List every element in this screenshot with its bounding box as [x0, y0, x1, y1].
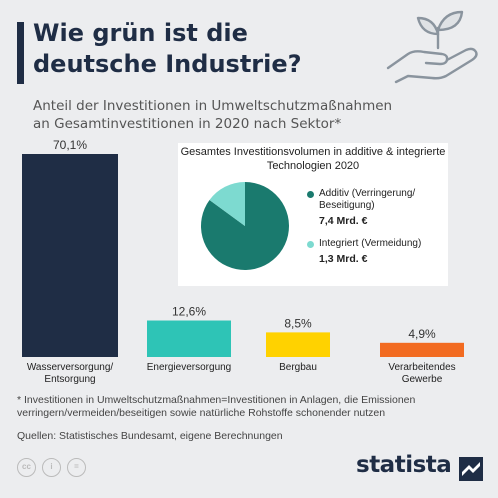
pie-chart — [200, 182, 289, 270]
value-label-verarbeitendes-gewerbe: 4,9% — [408, 327, 436, 341]
legend-label-integriert: Integriert (Vermeidung) — [319, 238, 422, 249]
sources: Quellen: Statistisches Bundesamt, eigene… — [17, 430, 283, 442]
pie-slice-integriert — [209, 182, 245, 226]
pie-slice-additiv — [200, 182, 289, 270]
page-subtitle: Anteil der Investitionen in Umweltschutz… — [33, 98, 393, 132]
bar-energieversorgung — [147, 320, 231, 357]
statista-logo-icon[interactable] — [459, 457, 483, 481]
by-icon[interactable]: i — [42, 458, 61, 477]
hand-plant-icon — [386, 10, 478, 84]
legend-value-additiv: 7,4 Mrd. € — [319, 215, 368, 227]
legend-label-additiv: Additiv (Verringerung/ Beseitigung) — [319, 188, 416, 211]
bar-wasserversorgung-entsorgung — [22, 154, 118, 357]
pie-title: Gesamtes Investitionsvolumen in additive… — [180, 146, 446, 172]
legend-dot-integriert — [307, 241, 314, 248]
sector-bar-chart: 70,1% Wasserversorgung/Entsorgung 12,6% Ene… — [22, 138, 464, 385]
category-label-bergbau: Bergbau — [279, 362, 317, 373]
license-icons: cc i = — [17, 458, 86, 477]
nd-icon[interactable]: = — [67, 458, 86, 477]
legend-dot-additiv — [307, 191, 314, 198]
category-label-verarbeitendes-gewerbe: Verarbeitendes Gewerbe — [388, 362, 455, 385]
bar-bergbau — [266, 332, 330, 357]
value-label-wasserversorgung-entsorgung: 70,1% — [53, 138, 87, 152]
footnote: * Investitionen in Umweltschutzmaßnahmen… — [17, 394, 416, 419]
legend-value-integriert: 1,3 Mrd. € — [319, 253, 368, 265]
title-accent-bar — [17, 22, 24, 84]
pie-panel: Gesamtes Investitionsvolumen in additive… — [178, 143, 448, 286]
value-label-energieversorgung: 12,6% — [172, 305, 206, 319]
statista-logo-text[interactable]: statista — [356, 452, 452, 478]
value-label-bergbau: 8,5% — [284, 316, 312, 330]
category-label-energieversorgung: Energieversorgung — [147, 362, 232, 373]
cc-icon[interactable]: cc — [17, 458, 36, 477]
bar-verarbeitendes-gewerbe — [380, 342, 464, 357]
page-title: Wie grün ist die deutsche Industrie? — [33, 19, 302, 78]
category-label-wasserversorgung-entsorgung: Wasserversorgung/Entsorgung — [27, 362, 114, 385]
